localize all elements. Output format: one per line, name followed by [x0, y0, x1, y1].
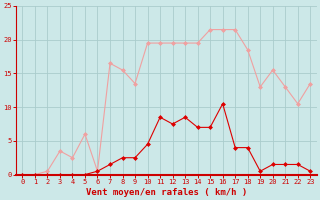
X-axis label: Vent moyen/en rafales ( km/h ): Vent moyen/en rafales ( km/h ) — [86, 188, 247, 197]
